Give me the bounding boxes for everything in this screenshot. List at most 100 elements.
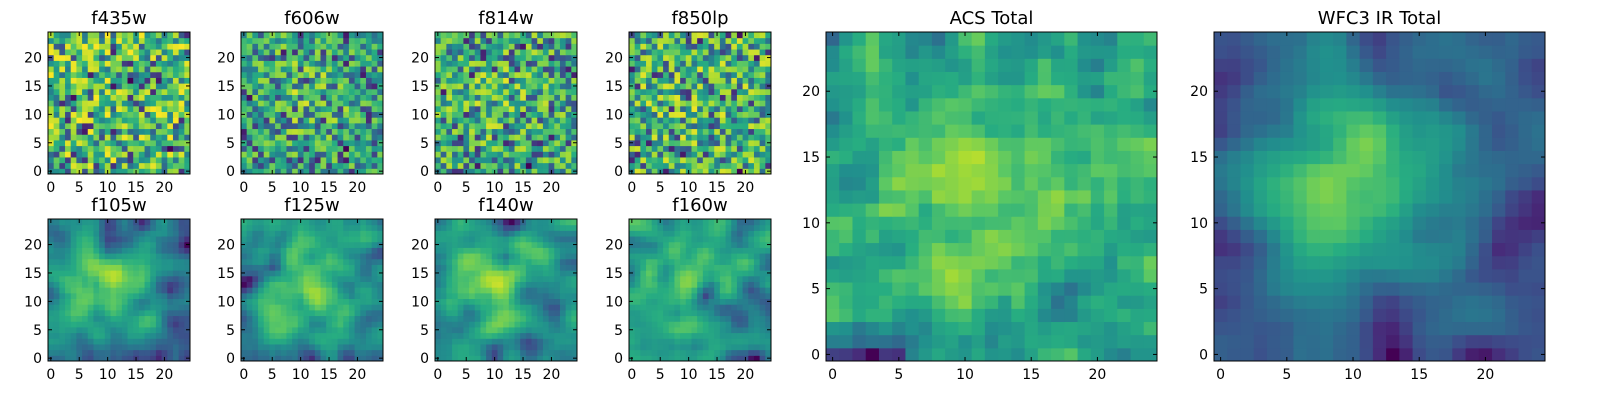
heatmap-cell	[525, 122, 533, 130]
heatmap-cell	[469, 326, 476, 334]
heatmap-cell	[360, 355, 367, 362]
heatmap-cell	[680, 66, 687, 73]
heatmap-cell	[714, 151, 721, 158]
heatmap-cell	[354, 309, 361, 317]
heatmap-cell	[110, 247, 117, 254]
heatmap-cell	[155, 54, 163, 61]
heatmap-cell	[714, 66, 721, 73]
heatmap-cell	[674, 355, 681, 362]
heatmap-cell	[320, 71, 327, 78]
heatmap-cell	[554, 134, 561, 141]
heatmap-cell	[474, 264, 481, 271]
heatmap-cell	[172, 332, 180, 339]
heatmap-cell	[241, 343, 248, 351]
heatmap-cell	[565, 332, 572, 339]
heatmap-cell	[99, 145, 106, 152]
heatmap-cell	[474, 37, 481, 44]
heatmap-cell	[554, 219, 561, 226]
heatmap-cell	[354, 292, 361, 300]
heatmap-cell	[629, 281, 636, 288]
heatmap-cell	[178, 349, 185, 356]
heatmap-cell	[144, 275, 151, 282]
heatmap-cell	[537, 326, 544, 334]
heatmap-cell	[127, 326, 134, 334]
heatmap-cell	[99, 83, 106, 90]
heatmap-cell	[110, 168, 117, 175]
heatmap-cell	[286, 298, 293, 305]
heatmap-cell	[537, 230, 544, 237]
heatmap-cell	[309, 156, 316, 164]
heatmap-cell	[497, 298, 504, 305]
heatmap-cell	[542, 270, 550, 277]
heatmap-cell	[365, 60, 373, 67]
heatmap-cell	[503, 43, 510, 50]
heatmap-cell	[440, 32, 447, 39]
heatmap-cell	[121, 230, 129, 237]
heatmap-cell	[167, 71, 174, 78]
heatmap-cell	[663, 304, 670, 311]
heatmap-cell	[133, 275, 140, 282]
heatmap-cell	[252, 105, 259, 113]
heatmap-cell	[246, 71, 253, 78]
heatmap-cell	[99, 304, 106, 311]
heatmap-cell	[326, 270, 333, 277]
heatmap-cell	[554, 54, 561, 61]
heatmap-cell	[292, 253, 299, 260]
heatmap-cell	[548, 94, 555, 101]
heatmap-cell	[446, 111, 453, 118]
heatmap-cell	[292, 230, 299, 237]
heatmap-cell	[76, 49, 83, 56]
heatmap-cell	[640, 66, 647, 73]
heatmap-cell	[663, 315, 670, 322]
heatmap-cell	[542, 168, 550, 175]
heatmap-cell	[133, 105, 140, 113]
heatmap-cell	[303, 224, 310, 231]
heatmap-cell	[514, 117, 521, 124]
heatmap-cell	[503, 168, 510, 175]
heatmap-cell	[116, 162, 123, 169]
heatmap-cell	[497, 349, 504, 356]
heatmap-cell	[446, 49, 453, 56]
heatmap-cell	[309, 66, 316, 73]
heatmap-cell	[514, 304, 521, 311]
heatmap-cell	[640, 122, 647, 130]
heatmap-cell	[463, 139, 470, 147]
heatmap-cell	[241, 315, 248, 322]
heatmap-cell	[178, 117, 185, 124]
heatmap-cell	[110, 326, 117, 334]
heatmap-cell	[110, 94, 117, 101]
heatmap-cell	[178, 32, 185, 39]
heatmap-cell	[82, 219, 89, 226]
heatmap-cell	[65, 241, 72, 248]
heatmap-cell	[480, 83, 487, 90]
y-tick-label: 0	[420, 351, 429, 367]
heatmap-cell	[753, 37, 761, 44]
heatmap-cell	[440, 54, 447, 61]
heatmap-cell	[331, 275, 339, 282]
heatmap-cell	[674, 32, 681, 39]
heatmap-cell	[542, 332, 550, 339]
heatmap-cell	[697, 343, 704, 351]
heatmap-cell	[542, 128, 550, 135]
heatmap-cell	[691, 49, 698, 56]
heatmap-cell	[246, 321, 253, 328]
heatmap-cell	[292, 349, 299, 356]
heatmap-cell	[337, 151, 344, 158]
heatmap-cell	[167, 349, 174, 356]
heatmap-cell	[702, 49, 710, 56]
heatmap-cell	[525, 60, 533, 67]
heatmap-cell	[354, 304, 361, 311]
heatmap-cell	[65, 349, 72, 356]
heatmap-cell	[531, 83, 538, 90]
heatmap-cell	[508, 253, 516, 260]
heatmap-cell	[303, 117, 310, 124]
heatmap-cell	[286, 83, 293, 90]
heatmap-cell	[348, 281, 356, 288]
heatmap-cell	[286, 338, 293, 345]
heatmap-cell	[514, 338, 521, 345]
heatmap-cell	[258, 156, 265, 164]
heatmap-cell	[150, 321, 157, 328]
heatmap-cell	[742, 326, 749, 334]
heatmap-cell	[150, 349, 157, 356]
heatmap-cell	[82, 111, 89, 118]
